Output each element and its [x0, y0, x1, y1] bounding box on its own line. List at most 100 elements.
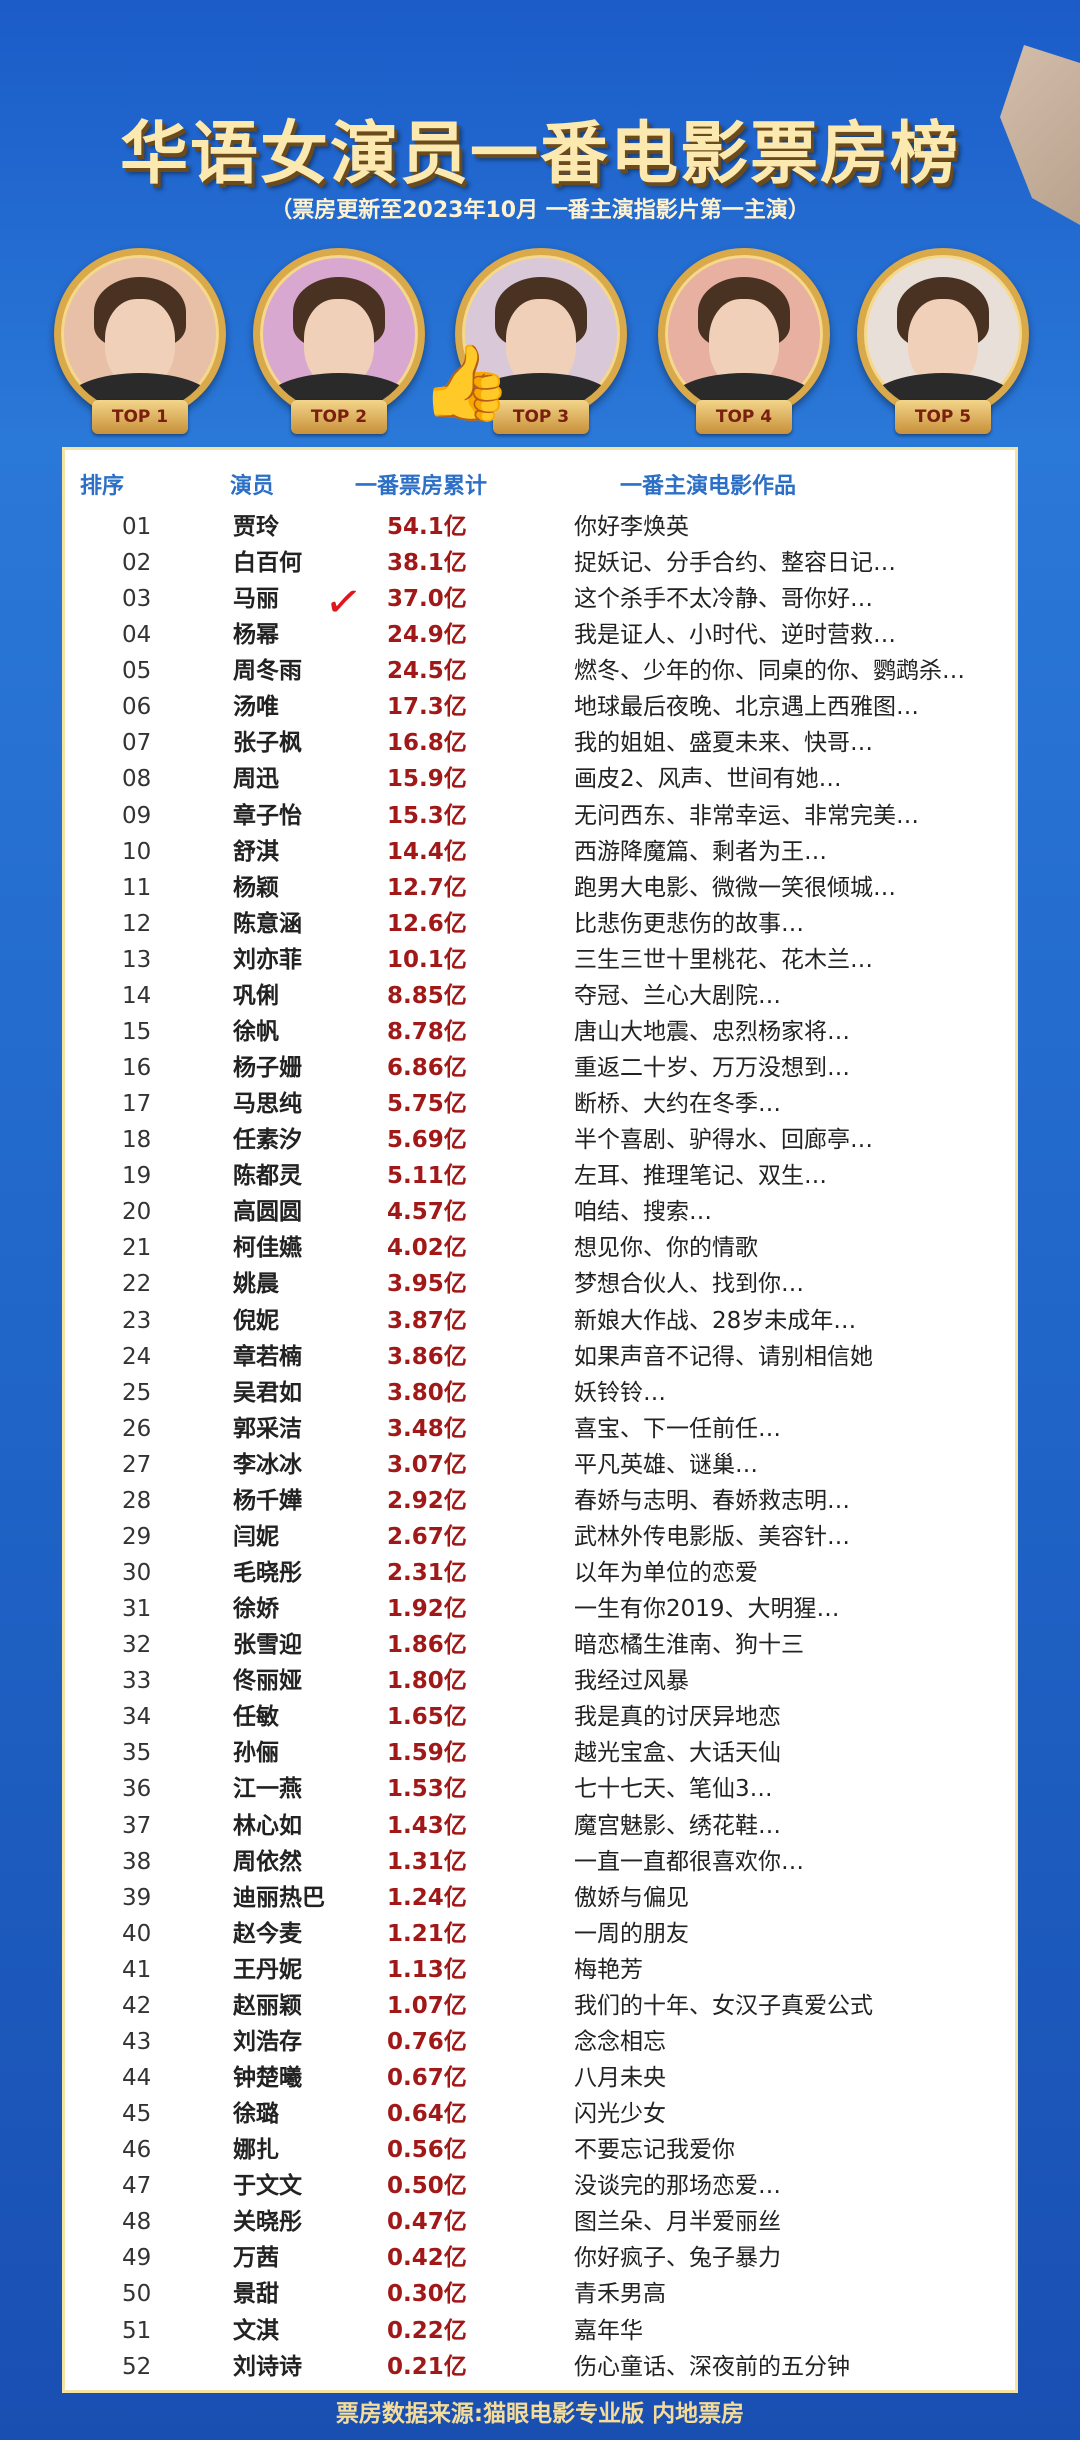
cell-rank: 14 [122, 982, 152, 1009]
cell-box-office: 1.43亿 [387, 1812, 467, 1839]
cell-films: 唐山大地震、忠烈杨家将… [574, 1018, 850, 1045]
cell-actress: 任敏 [233, 1704, 279, 1731]
cell-actress: 于文文 [233, 2173, 302, 2200]
cell-rank: 42 [122, 1992, 152, 2019]
cell-films: 不要忘记我爱你 [574, 2137, 735, 2164]
table-row: 42 赵丽颖 1.07亿 我们的十年、女汉子真爱公式 [65, 1988, 1015, 2024]
cell-actress: 巩俐 [233, 982, 279, 1009]
cell-rank: 44 [122, 2065, 152, 2091]
cell-actress: 杨幂 [233, 622, 279, 649]
cell-rank: 08 [122, 766, 152, 793]
cell-rank: 48 [122, 2209, 152, 2236]
table-row: 14 巩俐 8.85亿 夺冠、兰心大剧院… [65, 978, 1015, 1014]
top-rank-badge: TOP 1 [92, 400, 188, 434]
cell-rank: 21 [122, 1235, 152, 1262]
cell-actress: 白百何 [233, 550, 302, 577]
cell-films: 图兰朵、月半爱丽丝 [574, 2209, 781, 2236]
table-row: 30 毛晓彤 2.31亿 以年为单位的恋爱 [65, 1555, 1015, 1591]
cell-box-office: 1.13亿 [387, 1956, 467, 1983]
cell-box-office: 17.3亿 [387, 694, 467, 721]
cell-actress: 林心如 [233, 1812, 302, 1839]
cell-films: 断桥、大约在冬季… [574, 1091, 781, 1118]
cell-rank: 15 [122, 1018, 152, 1045]
cell-box-office: 5.75亿 [387, 1091, 467, 1118]
table-row: 50 景甜 0.30亿 青禾男高 [65, 2276, 1015, 2312]
cell-box-office: 14.4亿 [387, 838, 467, 865]
cell-rank: 22 [122, 1271, 152, 1298]
cell-actress: 钟楚曦 [233, 2065, 302, 2091]
page-subtitle: （票房更新至2023年10月 一番主演指影片第一主演） [270, 198, 810, 223]
cell-box-office: 24.5亿 [387, 658, 467, 685]
cell-box-office: 2.31亿 [387, 1560, 467, 1587]
table-row: 02 白百何 38.1亿 捉妖记、分手合约、整容日记… [65, 545, 1015, 581]
table-row: 23 倪妮 3.87亿 新娘大作战、28岁未成年… [65, 1303, 1015, 1339]
cell-films: 想见你、你的情歌 [574, 1235, 758, 1262]
cell-box-office: 0.47亿 [387, 2209, 467, 2236]
cell-box-office: 16.8亿 [387, 730, 467, 757]
table-row: 27 李冰冰 3.07亿 平凡英雄、谜巢… [65, 1447, 1015, 1483]
table-row: 46 娜扎 0.56亿 不要忘记我爱你 [65, 2132, 1015, 2168]
cell-actress: 柯佳嬿 [233, 1235, 302, 1262]
cell-films: 夺冠、兰心大剧院… [574, 982, 781, 1009]
cell-films: 我经过风暴 [574, 1668, 689, 1695]
cell-films: 梅艳芳 [574, 1956, 643, 1983]
cell-rank: 11 [122, 874, 152, 901]
cell-box-office: 15.9亿 [387, 766, 467, 793]
cell-rank: 12 [122, 910, 152, 937]
table-row: 11 杨颖 12.7亿 跑男大电影、微微一笑很倾城… [65, 870, 1015, 906]
cell-actress: 杨子姗 [233, 1055, 302, 1082]
cell-box-office: 0.76亿 [387, 2028, 467, 2055]
cell-box-office: 1.21亿 [387, 1920, 467, 1947]
table-row: 12 陈意涵 12.6亿 比悲伤更悲伤的故事… [65, 906, 1015, 942]
table-row: 10 舒淇 14.4亿 西游降魔篇、剩者为王… [65, 834, 1015, 870]
cell-box-office: 1.07亿 [387, 1992, 467, 2019]
table-row: 35 孙俪 1.59亿 越光宝盒、大话天仙 [65, 1735, 1015, 1771]
cell-box-office: 12.7亿 [387, 874, 467, 901]
cell-films: 我是证人、小时代、逆时营救… [574, 622, 896, 649]
cell-actress: 江一燕 [233, 1776, 302, 1803]
cell-rank: 41 [122, 1956, 152, 1983]
cell-box-office: 0.64亿 [387, 2101, 467, 2128]
cell-films: 青禾男高 [574, 2281, 666, 2308]
cell-actress: 舒淇 [233, 838, 279, 865]
cell-films: 傲娇与偏见 [574, 1884, 689, 1911]
cell-actress: 周依然 [233, 1848, 302, 1875]
table-row: 15 徐帆 8.78亿 唐山大地震、忠烈杨家将… [65, 1014, 1015, 1050]
header-actress: 演员 [230, 474, 275, 499]
table-row: 01 贾玲 54.1亿 你好李焕英 [65, 509, 1015, 545]
cell-films: 如果声音不记得、请别相信她 [574, 1343, 873, 1370]
cell-box-office: 3.80亿 [387, 1379, 467, 1406]
cell-actress: 文淇 [233, 2317, 279, 2344]
cell-box-office: 1.65亿 [387, 1704, 467, 1731]
cell-box-office: 3.86亿 [387, 1343, 467, 1370]
cell-films: 嘉年华 [574, 2317, 643, 2344]
cell-films: 暗恋橘生淮南、狗十三 [574, 1632, 804, 1659]
cell-rank: 30 [122, 1560, 152, 1587]
cell-rank: 27 [122, 1451, 152, 1478]
cell-box-office: 0.42亿 [387, 2245, 467, 2272]
table-row: 37 林心如 1.43亿 魔宫魅影、绣花鞋… [65, 1808, 1015, 1844]
cell-actress: 徐娇 [233, 1596, 279, 1623]
cell-box-office: 54.1亿 [387, 514, 467, 540]
header-films: 一番主演电影作品 [620, 474, 797, 499]
table-row: 49 万茜 0.42亿 你好疯子、兔子暴力 [65, 2240, 1015, 2276]
cell-actress: 佟丽娅 [233, 1668, 302, 1695]
cell-films: 伤心童话、深夜前的五分钟 [574, 2353, 850, 2380]
table-row: 39 迪丽热巴 1.24亿 傲娇与偏见 [65, 1880, 1015, 1916]
cell-actress: 任素汐 [233, 1127, 302, 1154]
cell-rank: 26 [122, 1415, 152, 1442]
cell-rank: 06 [122, 694, 152, 721]
cell-actress: 娜扎 [233, 2137, 279, 2164]
cell-box-office: 38.1亿 [387, 550, 467, 577]
cell-box-office: 1.86亿 [387, 1632, 467, 1659]
cell-rank: 50 [122, 2281, 152, 2308]
cell-actress: 赵今麦 [233, 1920, 302, 1947]
cell-box-office: 5.11亿 [387, 1163, 467, 1190]
table-row: 47 于文文 0.50亿 没谈完的那场恋爱… [65, 2168, 1015, 2204]
cell-rank: 23 [122, 1307, 152, 1334]
cell-rank: 25 [122, 1379, 152, 1406]
cell-films: 咱结、搜索… [574, 1199, 712, 1226]
table-row: 51 文淇 0.22亿 嘉年华 [65, 2313, 1015, 2349]
cell-rank: 47 [122, 2173, 152, 2200]
table-row: 28 杨千嬅 2.92亿 春娇与志明、春娇救志明… [65, 1483, 1015, 1519]
